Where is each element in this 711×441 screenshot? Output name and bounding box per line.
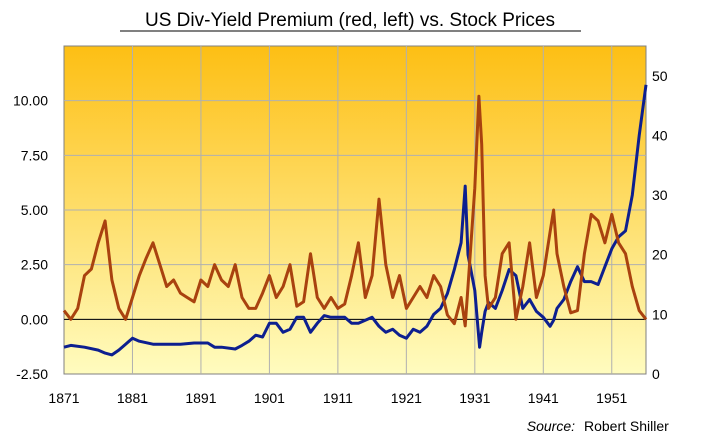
x-tick-label: 1951 [596, 390, 627, 406]
x-tick-label: 1901 [254, 390, 285, 406]
left-tick-label: 2.50 [21, 257, 48, 273]
right-axis: 50 40 30 20 10 0 [652, 68, 668, 382]
left-tick-label: 7.50 [21, 147, 48, 163]
chart-title: US Div-Yield Premium (red, left) vs. Sto… [145, 10, 555, 31]
source-value: Robert Shiller [584, 418, 669, 434]
right-tick-label: 10 [652, 306, 668, 322]
x-tick-label: 1941 [528, 390, 559, 406]
x-tick-label: 1891 [185, 390, 216, 406]
x-tick-label: 1931 [459, 390, 490, 406]
x-tick-label: 1921 [391, 390, 422, 406]
right-tick-label: 30 [652, 187, 668, 203]
x-tick-label: 1881 [117, 390, 148, 406]
stock-price-line [63, 84, 648, 357]
right-tick-label: 0 [652, 366, 660, 382]
left-tick-label: 5.00 [21, 202, 48, 218]
x-tick-label: 1911 [323, 390, 353, 406]
left-axis: 10.00 7.50 5.00 2.50 0.00 -2.50 [13, 93, 48, 382]
right-tick-label: 20 [652, 247, 668, 263]
right-tick-label: 50 [652, 68, 668, 84]
x-axis: 1871 1881 1891 1901 1911 1921 1931 1941 1951 [48, 390, 627, 406]
source-label: Source: [527, 418, 575, 434]
div-yield-premium-line [62, 94, 648, 328]
left-tick-label: 0.00 [21, 311, 48, 327]
right-tick-label: 40 [652, 127, 668, 143]
left-tick-label: 10.00 [13, 93, 48, 109]
left-tick-label: -2.50 [16, 366, 48, 382]
x-tick-label: 1871 [48, 390, 79, 406]
